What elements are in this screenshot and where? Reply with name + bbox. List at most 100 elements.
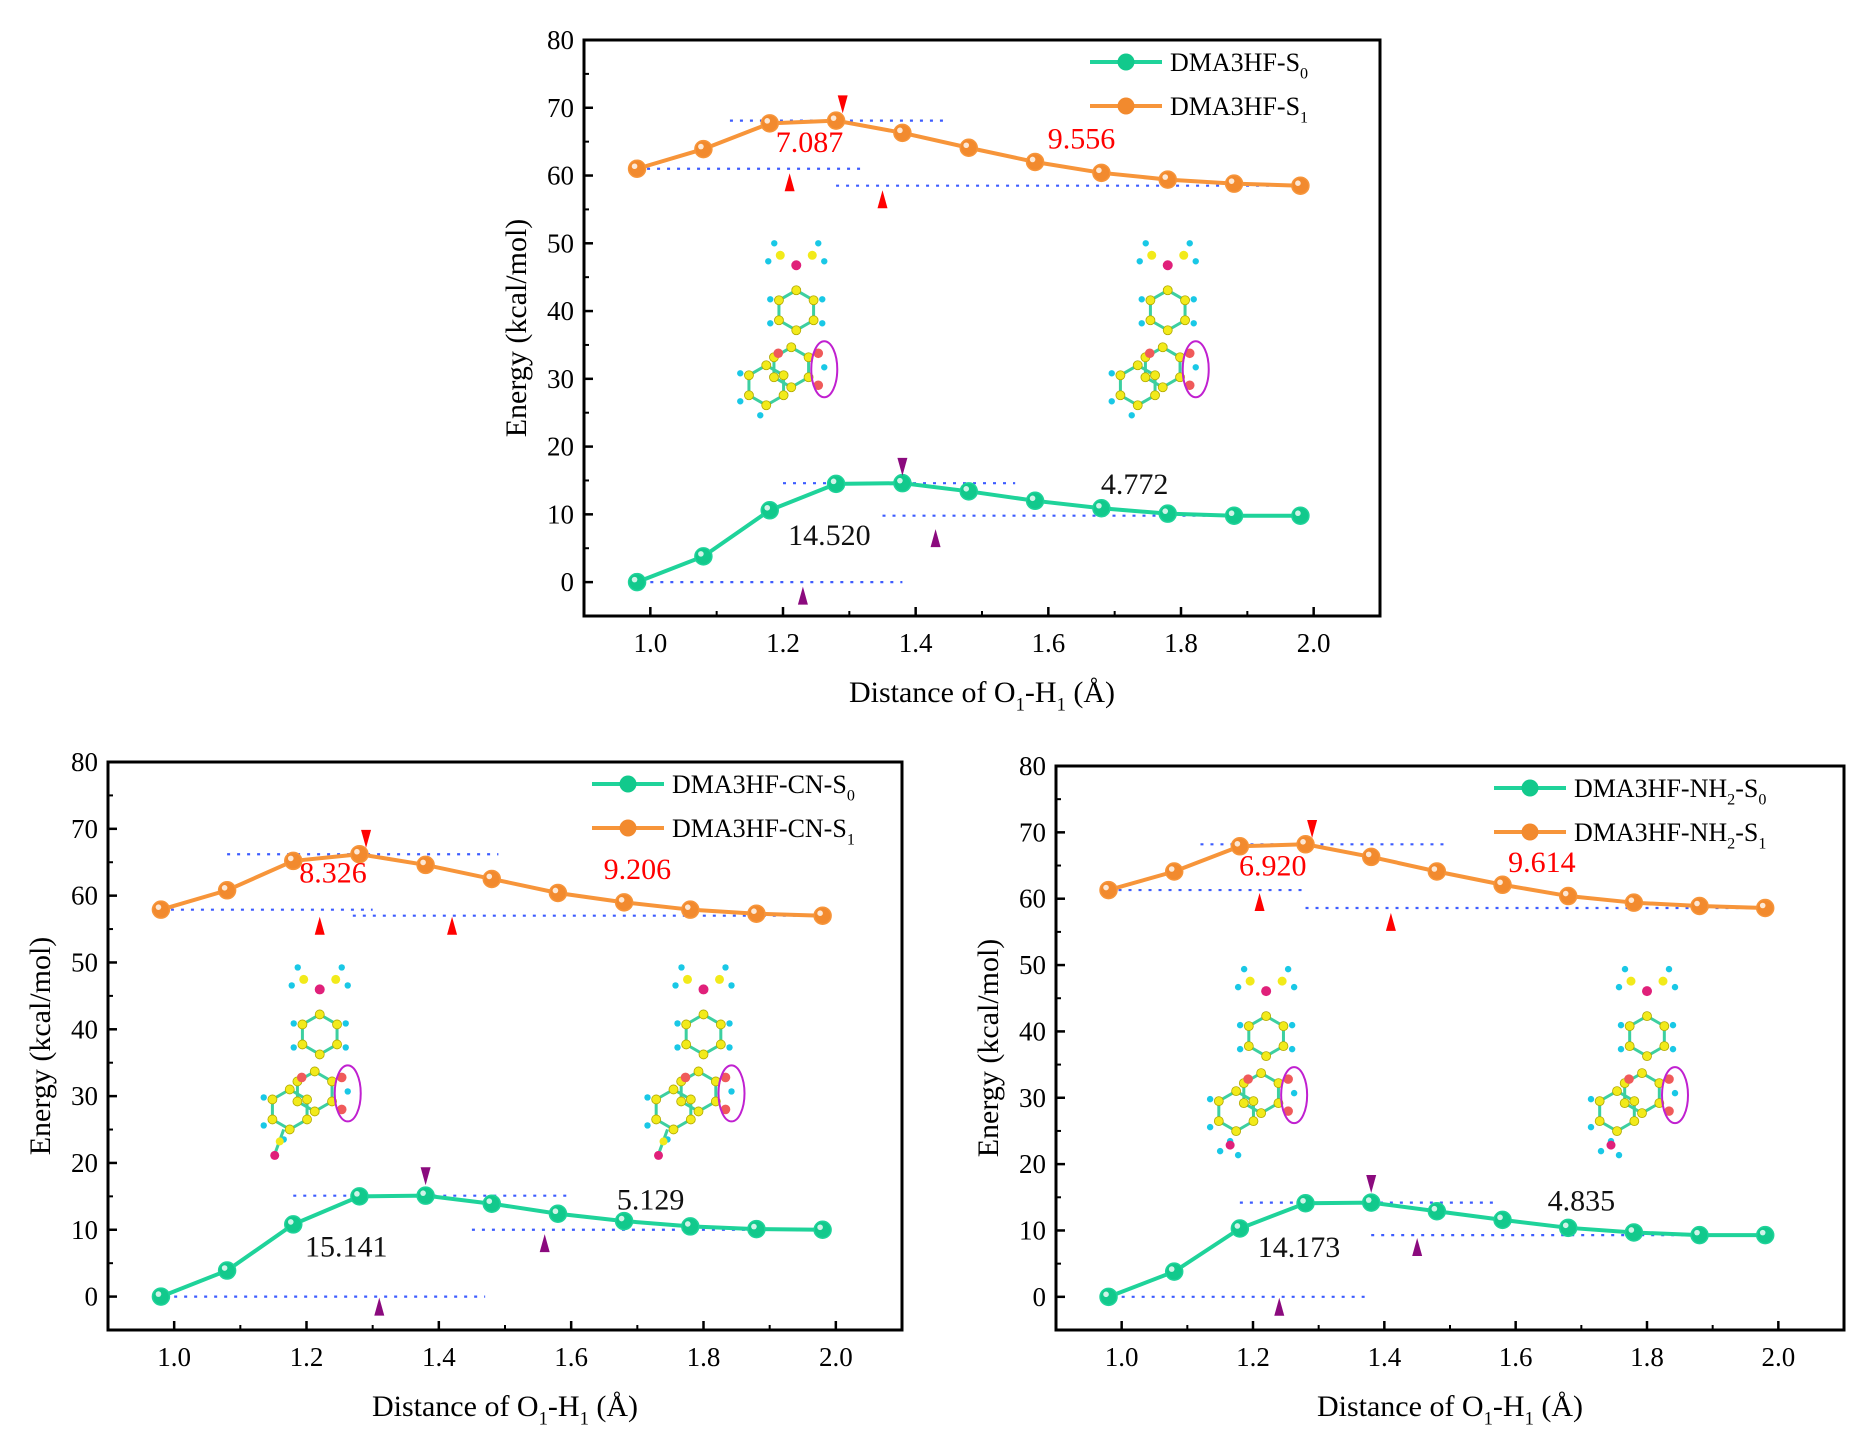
data-point-highlight: [1234, 840, 1241, 847]
barrier-value-label: 9.556: [1048, 122, 1116, 155]
data-point-s1: [1158, 170, 1177, 189]
data-point-highlight: [155, 904, 162, 910]
hydrogen-atom: [1669, 1045, 1677, 1053]
data-point-highlight: [1295, 180, 1301, 186]
carbon-atom: [715, 1039, 726, 1050]
text-part: -S: [1735, 818, 1758, 847]
y-tick-label: 40: [71, 1014, 98, 1044]
hydrogen-atom: [674, 1044, 681, 1051]
oxygen-atom: [813, 380, 824, 391]
data-point-highlight: [486, 873, 493, 880]
text-part: -S: [1735, 774, 1758, 803]
y-tick-label: 50: [547, 228, 574, 258]
carbon-atom: [1132, 400, 1143, 411]
hydrogen-atom: [1290, 983, 1298, 991]
hydrogen-atom: [726, 1044, 733, 1051]
y-axis-label: Energy (kcal/mol): [500, 219, 533, 438]
carbon-atom: [1132, 360, 1143, 371]
molecule-structure-image: [1587, 965, 1689, 1159]
carbon-atom: [1658, 976, 1668, 986]
x-axis-label: Distance of O1-H1 (Å): [1317, 1390, 1583, 1429]
data-point-highlight: [631, 163, 638, 170]
data-point-s0: [548, 1204, 568, 1223]
bond-ring: [654, 1087, 693, 1132]
data-point-highlight: [1497, 879, 1503, 886]
carbon-atom: [1637, 1108, 1647, 1119]
carbon-atom: [1612, 1126, 1622, 1137]
carbon-atom: [1594, 1116, 1605, 1127]
data-point-s0: [627, 572, 647, 592]
subscript: 0: [847, 787, 855, 804]
carbon-atom: [791, 285, 802, 296]
x-tick-label: 2.0: [1297, 628, 1331, 658]
data-point-s0: [747, 1219, 766, 1239]
arrow-up-marker: [447, 916, 458, 935]
data-point-s0: [284, 1215, 303, 1234]
hydrogen-atom: [1290, 1089, 1298, 1097]
data-point-highlight: [817, 910, 823, 916]
hydrogen-atom: [1615, 983, 1623, 991]
data-point-s1: [416, 855, 435, 875]
hydrogen-atom: [1138, 296, 1145, 303]
carbon-atom: [774, 315, 784, 326]
subscript: 1: [580, 1408, 589, 1429]
data-point-s0: [1361, 1193, 1381, 1212]
carbon-atom: [1642, 1051, 1652, 1062]
legend-marker: [619, 775, 637, 793]
hydrogen-atom: [728, 982, 735, 989]
x-tick-label: 1.6: [1499, 1342, 1533, 1372]
hydrogen-atom: [1234, 1151, 1242, 1159]
x-tick-label: 1.8: [1164, 628, 1198, 658]
nitrogen-atom: [791, 260, 802, 271]
bond-ring: [1247, 1014, 1285, 1058]
hydrogen-atom: [1186, 240, 1193, 247]
carbon-atom: [1147, 250, 1157, 260]
hydrogen-atom: [819, 296, 826, 303]
carbon-atom: [1180, 295, 1190, 306]
legend-marker: [619, 819, 637, 837]
data-point-s1: [959, 138, 978, 157]
oxygen-atom: [1243, 1074, 1253, 1084]
hydrogen-atom: [1138, 320, 1145, 327]
legend-label: DMA3HF-S1: [1170, 92, 1308, 126]
carbon-atom: [1140, 372, 1151, 383]
text-part: (Å): [1534, 1390, 1583, 1423]
y-axis-label: Energy (kcal/mol): [24, 937, 57, 1156]
bond-ring: [684, 1012, 723, 1057]
hydrogen-atom: [260, 1094, 267, 1101]
arrow-up-marker: [1385, 912, 1396, 931]
hydrogen-atom: [260, 1122, 267, 1129]
carbon-atom: [693, 1066, 704, 1077]
carbon-atom: [332, 1019, 342, 1030]
carbon-atom: [786, 382, 797, 393]
barrier-value-label: 8.326: [299, 856, 367, 889]
y-tick-label: 30: [71, 1081, 98, 1111]
hydrogen-atom: [1136, 258, 1143, 265]
arrow-down-marker: [420, 1167, 431, 1186]
hydrogen-atom: [821, 258, 828, 265]
data-point-s1: [681, 900, 700, 919]
hydrogen-atom: [757, 412, 764, 419]
data-point-highlight: [1234, 1223, 1241, 1229]
x-tick-label: 2.0: [1761, 1342, 1795, 1372]
hydrogen-atom: [1587, 1095, 1595, 1103]
arrow-up-marker: [1274, 1297, 1285, 1316]
subscript: 1: [1484, 1408, 1493, 1429]
nitrogen-atom: [698, 984, 709, 995]
hydrogen-atom: [1190, 320, 1197, 327]
carbon-atom: [1145, 315, 1156, 326]
y-tick-label: 40: [1019, 1016, 1046, 1046]
data-point-highlight: [1096, 167, 1102, 174]
legend-marker: [1117, 53, 1135, 71]
carbon-atom: [668, 1124, 679, 1135]
data-point-highlight: [1497, 1214, 1503, 1221]
x-tick-label: 1.4: [422, 1342, 456, 1372]
hydrogen-atom: [1206, 1123, 1214, 1131]
carbon-atom: [314, 1049, 325, 1060]
data-point-s0: [1296, 1194, 1315, 1213]
bond-ring: [747, 363, 786, 408]
data-point-highlight: [1162, 508, 1169, 514]
molecule-structure-image: [1206, 965, 1309, 1159]
